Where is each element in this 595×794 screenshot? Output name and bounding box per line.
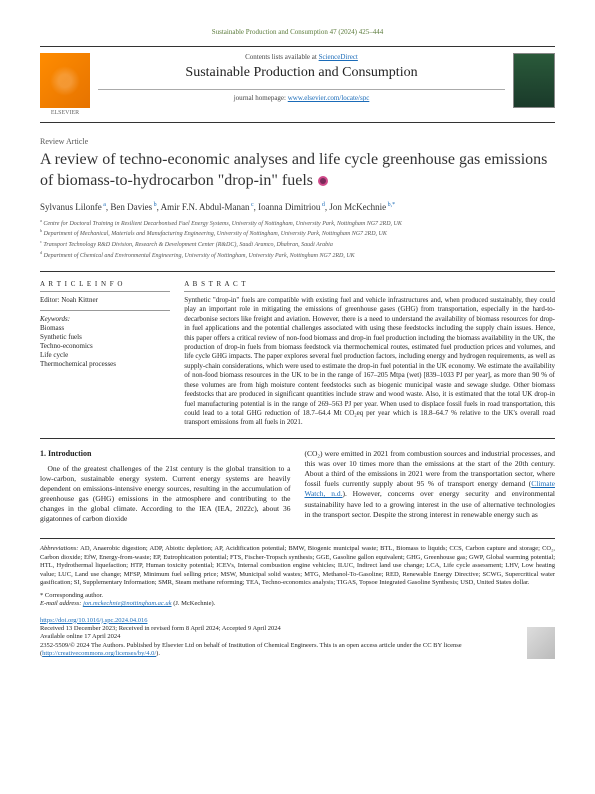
abstract-text: Synthetic "drop-in" fuels are compatible… <box>184 296 555 428</box>
journal-cover-thumb <box>513 53 555 108</box>
email-label: E-mail address: <box>40 600 81 607</box>
header-center: Contents lists available at ScienceDirec… <box>90 53 513 102</box>
copyright-line: 2352-5509/© 2024 The Authors. Published … <box>40 642 462 659</box>
divider <box>40 271 555 272</box>
corresponding-author: * Corresponding author. <box>40 592 555 600</box>
homepage-prefix: journal homepage: <box>234 94 288 102</box>
sciencedirect-link[interactable]: ScienceDirect <box>319 53 358 61</box>
editor-line: Editor: Noah Kittner <box>40 296 170 304</box>
elsevier-logo <box>40 53 90 108</box>
body-text: (CO₂) were emitted in 2021 from combusti… <box>305 449 556 488</box>
doi-link[interactable]: https://doi.org/10.1016/j.spc.2024.04.01… <box>40 617 148 624</box>
article-type: Review Article <box>40 137 555 146</box>
footer-left: https://doi.org/10.1016/j.spc.2024.04.01… <box>40 617 462 659</box>
license-link[interactable]: http://creativecommons.org/licenses/by/4… <box>42 650 156 657</box>
body-text: ). However, concerns over energy securit… <box>305 489 556 518</box>
article-title: A review of techno-economic analyses and… <box>40 150 555 192</box>
copyright-end: ). <box>156 650 160 657</box>
abbreviations: Abbreviations: AD, Anaerobic digestion; … <box>40 545 555 587</box>
publisher-name: ELSEVIER <box>40 110 90 116</box>
info-divider <box>40 291 170 292</box>
email-line: E-mail address: jon.mckechnie@nottingham… <box>40 600 555 608</box>
article-title-text: A review of techno-economic analyses and… <box>40 151 547 189</box>
body-columns: 1. Introduction One of the greatest chal… <box>40 449 555 525</box>
homepage-line: journal homepage: www.elsevier.com/locat… <box>98 89 505 102</box>
editor-name: Noah Kittner <box>61 296 98 304</box>
abstract-block: A B S T R A C T Synthetic "drop-in" fuel… <box>184 280 555 428</box>
divider <box>40 438 555 439</box>
homepage-link[interactable]: www.elsevier.com/locate/spc <box>288 94 370 102</box>
received-line: Received 13 December 2023; Received in r… <box>40 625 462 633</box>
section-title: Introduction <box>48 449 91 458</box>
body-para: One of the greatest challenges of the 21… <box>40 464 291 525</box>
footer-block: Abbreviations: AD, Anaerobic digestion; … <box>40 538 555 658</box>
abstract-heading: A B S T R A C T <box>184 280 555 288</box>
article-info: A R T I C L E I N F O Editor: Noah Kittn… <box>40 280 170 428</box>
abstract-divider <box>184 291 555 292</box>
info-abstract-row: A R T I C L E I N F O Editor: Noah Kittn… <box>40 280 555 428</box>
keywords-list: BiomassSynthetic fuelsTechno-economicsLi… <box>40 324 170 369</box>
editor-label: Editor: <box>40 296 59 304</box>
email-link[interactable]: jon.mckechnie@nottingham.ac.uk <box>83 600 171 607</box>
journal-header: ELSEVIER Contents lists available at Sci… <box>40 46 555 123</box>
info-divider <box>40 310 170 311</box>
body-col-right: (CO₂) were emitted in 2021 from combusti… <box>305 449 556 525</box>
section-number: 1. <box>40 449 46 458</box>
elsevier-logo-small <box>527 627 555 659</box>
keywords-label: Keywords: <box>40 315 170 323</box>
body-para: (CO₂) were emitted in 2021 from combusti… <box>305 449 556 520</box>
journal-title: Sustainable Production and Consumption <box>98 65 505 81</box>
contents-prefix: Contents lists available at <box>245 53 319 61</box>
authors-line: Sylvanus Lilonfe a, Ben Davies b, Amir F… <box>40 202 555 212</box>
affiliations: a Centre for Doctoral Training in Resili… <box>40 218 555 261</box>
body-col-left: 1. Introduction One of the greatest chal… <box>40 449 291 525</box>
abbrev-text: AD, Anaerobic digestion; ADP, Abiotic de… <box>40 545 555 586</box>
email-name: (J. McKechnie). <box>172 600 216 607</box>
check-updates-icon[interactable] <box>317 175 329 187</box>
article-info-heading: A R T I C L E I N F O <box>40 280 170 288</box>
abbrev-label: Abbreviations: <box>40 545 78 552</box>
contents-line: Contents lists available at ScienceDirec… <box>98 53 505 61</box>
footer-bottom: https://doi.org/10.1016/j.spc.2024.04.01… <box>40 617 555 659</box>
section-heading: 1. Introduction <box>40 449 291 460</box>
publisher-logo-block: ELSEVIER <box>40 53 90 116</box>
top-citation: Sustainable Production and Consumption 4… <box>40 28 555 36</box>
available-line: Available online 17 April 2024 <box>40 633 462 641</box>
